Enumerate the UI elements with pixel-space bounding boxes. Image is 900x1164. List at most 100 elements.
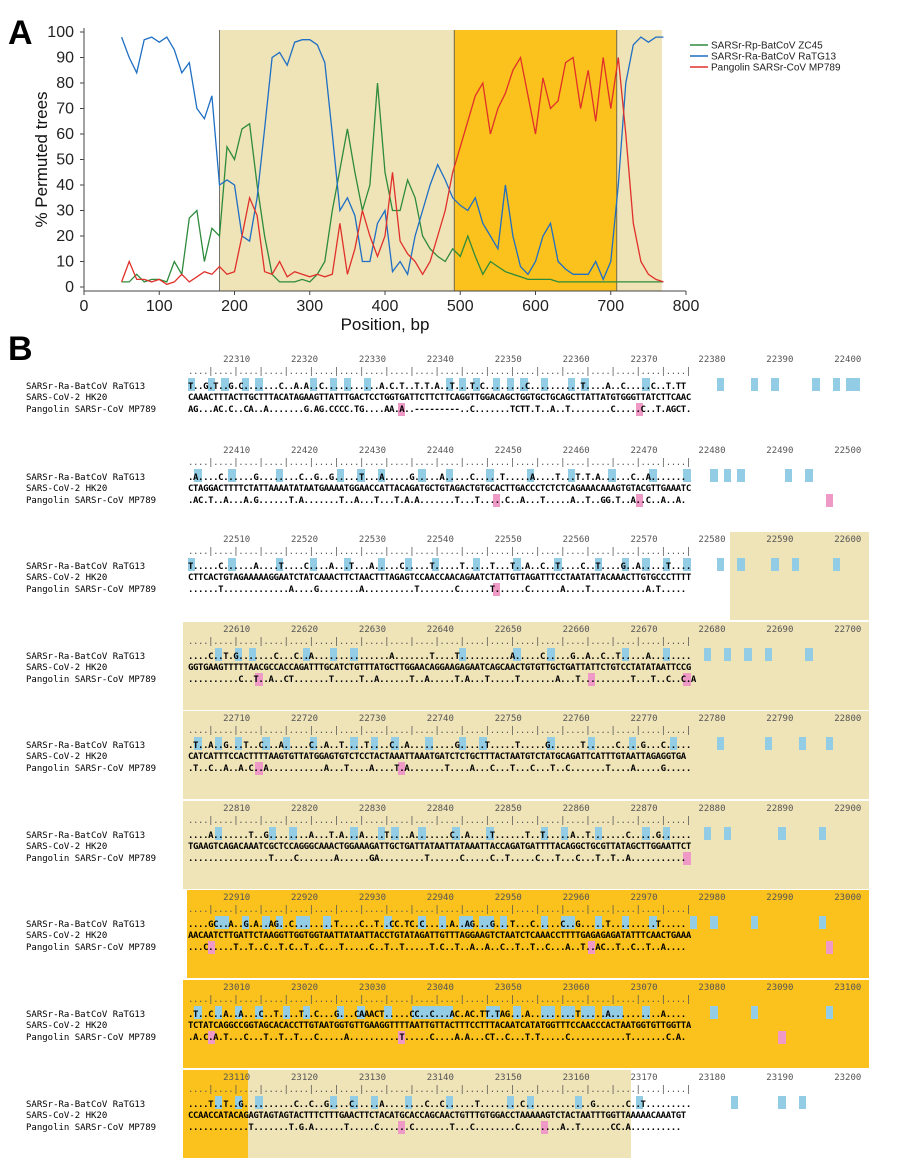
ratg13-difference-highlight bbox=[465, 916, 474, 929]
sequence-ratg13: T..G.T..G.C.......C..A.A..C...........A.… bbox=[188, 382, 686, 392]
ratg13-difference-highlight bbox=[717, 737, 725, 750]
mp789-unique-highlight bbox=[207, 941, 216, 954]
position-number: 22340 bbox=[426, 355, 454, 365]
ratg13-difference-highlight bbox=[235, 1006, 243, 1019]
y-tick-label: 20 bbox=[56, 228, 74, 245]
position-number: 22550 bbox=[494, 535, 522, 545]
ratg13-difference-highlight bbox=[282, 1006, 290, 1019]
ratg13-difference-highlight bbox=[723, 469, 732, 482]
ratg13-difference-highlight bbox=[207, 378, 216, 391]
ratg13-difference-highlight bbox=[717, 558, 725, 571]
ratg13-difference-highlight bbox=[642, 1006, 650, 1019]
ratg13-difference-highlight bbox=[506, 378, 514, 391]
position-number: 22920 bbox=[291, 893, 319, 903]
sequence-mp789: ...C.....T..T..C..T.C..T..C...T.....C..T… bbox=[188, 943, 686, 953]
ratg13-difference-highlight bbox=[751, 916, 759, 929]
position-number: 22600 bbox=[834, 535, 862, 545]
ratg13-difference-highlight bbox=[486, 1006, 494, 1019]
ratg13-difference-highlight bbox=[513, 648, 521, 661]
ratg13-difference-highlight bbox=[445, 469, 453, 482]
ratg13-difference-highlight bbox=[818, 916, 827, 929]
position-number: 23000 bbox=[834, 893, 862, 903]
sequence-mp789: ......T.............A....G........A.....… bbox=[188, 585, 686, 595]
position-number: 23190 bbox=[766, 1073, 794, 1083]
ratg13-difference-highlight bbox=[554, 558, 562, 571]
ratg13-difference-highlight bbox=[241, 916, 250, 929]
position-number: 22450 bbox=[494, 446, 522, 456]
position-number: 22780 bbox=[698, 714, 726, 724]
alignment-ruler: ....|....|....|....|....|....|....|....|… bbox=[188, 726, 691, 736]
ratg13-difference-highlight bbox=[852, 378, 861, 391]
ratg13-difference-highlight bbox=[737, 469, 745, 482]
mp789-unique-highlight bbox=[683, 673, 691, 686]
mp789-unique-highlight bbox=[588, 941, 596, 954]
ratg13-difference-highlight bbox=[499, 916, 508, 929]
ratg13-difference-highlight bbox=[214, 737, 223, 750]
sequence-hk20: CTTCACTGTAGAAAAAGGAATCTATCAAACTTCTAACTTT… bbox=[188, 573, 691, 583]
shaded-region bbox=[183, 622, 869, 710]
sequence-hk20: TCTATCAGGCCGGTAGCACACCTTGTAATGGTGTTGAAGG… bbox=[188, 1021, 691, 1031]
ratg13-difference-highlight bbox=[628, 737, 637, 750]
sequence-name: SARSr-Ra-BatCoV RaTG13 bbox=[26, 831, 146, 841]
y-tick-label: 90 bbox=[56, 50, 74, 67]
ratg13-difference-highlight bbox=[309, 737, 318, 750]
ratg13-difference-highlight bbox=[560, 1006, 569, 1019]
ratg13-difference-highlight bbox=[214, 1006, 223, 1019]
ratg13-difference-highlight bbox=[547, 648, 555, 661]
sequence-name: SARSr-Ra-BatCoV RaTG13 bbox=[26, 741, 146, 751]
alignment-block: 22310 22320 22330 22340 22350 22360 22370 22380… bbox=[0, 354, 900, 446]
y-tick-label: 60 bbox=[56, 126, 74, 143]
ratg13-difference-highlight bbox=[221, 916, 229, 929]
ratg13-difference-highlight bbox=[771, 558, 779, 571]
alignment-ruler: ....|....|....|....|....|....|....|....|… bbox=[188, 367, 691, 377]
ratg13-difference-highlight bbox=[486, 827, 494, 840]
position-number: 22640 bbox=[426, 625, 454, 635]
ratg13-difference-highlight bbox=[567, 1006, 576, 1019]
ratg13-difference-highlight bbox=[377, 558, 385, 571]
alignment-block: 22810 22820 22830 22840 22850 22860 22870 22880… bbox=[0, 801, 900, 895]
ratg13-difference-highlight bbox=[567, 378, 576, 391]
alignment-ruler: ....|....|....|....|....|....|....|....|… bbox=[188, 547, 691, 557]
position-number: 22960 bbox=[562, 893, 590, 903]
sequence-mp789: ..........C..T..A..CT.......T.....T..A..… bbox=[188, 675, 696, 685]
position-number: 22410 bbox=[223, 446, 251, 456]
mp789-unique-highlight bbox=[255, 673, 263, 686]
ratg13-difference-highlight bbox=[649, 469, 657, 482]
ratg13-difference-highlight bbox=[255, 1006, 263, 1019]
ratg13-difference-highlight bbox=[791, 558, 800, 571]
mp789-unique-highlight bbox=[493, 494, 501, 507]
alignment-block: 22910 22920 22930 22940 22950 22960 22970 22980… bbox=[0, 890, 900, 984]
position-number: 22740 bbox=[426, 714, 454, 724]
ratg13-difference-highlight bbox=[560, 827, 569, 840]
ratg13-difference-highlight bbox=[723, 648, 732, 661]
position-number: 22970 bbox=[630, 893, 658, 903]
sequence-mp789: ............T.......T.G.A......T.....C..… bbox=[188, 1123, 681, 1133]
ratg13-difference-highlight bbox=[194, 469, 202, 482]
ratg13-difference-highlight bbox=[370, 737, 379, 750]
legend-label-1: SARSr-Ra-BatCoV RaTG13 bbox=[711, 52, 836, 63]
ratg13-difference-highlight bbox=[622, 558, 630, 571]
ratg13-difference-highlight bbox=[282, 737, 290, 750]
shaded-region-1 bbox=[454, 30, 617, 291]
position-number: 23060 bbox=[562, 983, 590, 993]
ratg13-difference-highlight bbox=[818, 827, 827, 840]
ratg13-difference-highlight bbox=[540, 1006, 548, 1019]
position-number: 22910 bbox=[223, 893, 251, 903]
position-number: 22650 bbox=[494, 625, 522, 635]
ratg13-difference-highlight bbox=[384, 916, 392, 929]
ratg13-difference-highlight bbox=[384, 1006, 392, 1019]
ratg13-difference-highlight bbox=[825, 1006, 834, 1019]
mp789-unique-highlight bbox=[683, 852, 691, 865]
position-number: 23160 bbox=[562, 1073, 590, 1083]
ratg13-difference-highlight bbox=[703, 827, 711, 840]
ratg13-difference-highlight bbox=[560, 916, 569, 929]
alignment-block: 23110 23120 23130 23140 23150 23160 23170 23180… bbox=[0, 1070, 900, 1164]
ratg13-difference-highlight bbox=[418, 469, 426, 482]
position-number: 22500 bbox=[834, 446, 862, 456]
alignment-block: 22410 22420 22430 22440 22450 22460 22470 22480… bbox=[0, 445, 900, 537]
ratg13-difference-highlight bbox=[194, 737, 202, 750]
sequence-hk20: AACAATCTTGATTCTAAGGTTGGTGGTAATTATAATTACC… bbox=[188, 931, 691, 941]
position-number: 23020 bbox=[291, 983, 319, 993]
position-number: 22890 bbox=[766, 804, 794, 814]
sequence-name: SARSr-Ra-BatCoV RaTG13 bbox=[26, 473, 146, 483]
